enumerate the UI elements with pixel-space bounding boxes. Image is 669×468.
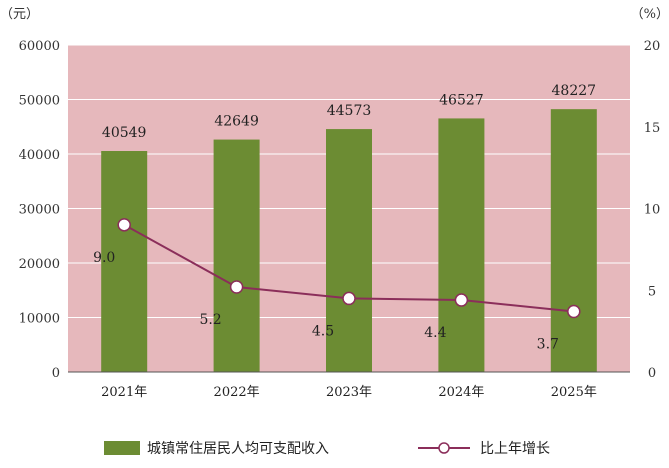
legend-line-label: 比上年增长 bbox=[480, 441, 550, 457]
legend: 城镇常住居民人均可支配收入 比上年增长 bbox=[104, 441, 550, 457]
left-tick-label: 0 bbox=[52, 366, 60, 381]
line-value-label: 3.7 bbox=[537, 337, 559, 353]
right-tick-label: 5 bbox=[648, 284, 656, 299]
bar bbox=[101, 151, 148, 372]
x-tick-label: 2025年 bbox=[551, 385, 597, 400]
bar-value-label: 46527 bbox=[439, 92, 484, 108]
line-point bbox=[229, 280, 244, 294]
bar bbox=[213, 139, 260, 372]
data-labels: 40549 42649 44573 46527 48227 9.0 5.2 4.5 4.4 3.7 bbox=[93, 83, 596, 352]
bars bbox=[101, 109, 597, 373]
left-tick-label: 10000 bbox=[19, 312, 60, 327]
left-tick-label: 50000 bbox=[19, 94, 60, 109]
left-tick-label: 60000 bbox=[19, 39, 60, 54]
legend-bar-swatch bbox=[104, 441, 140, 455]
bar-value-label: 40549 bbox=[102, 125, 147, 141]
line-value-label: 4.5 bbox=[312, 323, 334, 339]
line-value-label: 5.2 bbox=[199, 312, 221, 328]
line-point bbox=[454, 293, 469, 307]
right-tick-label: 15 bbox=[644, 121, 661, 136]
x-tick-label: 2023年 bbox=[326, 385, 372, 400]
line-point bbox=[117, 218, 131, 232]
growth-line bbox=[117, 218, 581, 319]
bar bbox=[550, 109, 597, 373]
bar-value-label: 42649 bbox=[214, 114, 259, 130]
left-tick-label: 20000 bbox=[19, 257, 60, 272]
legend-bar-label: 城镇常住居民人均可支配收入 bbox=[147, 441, 329, 457]
line-point bbox=[567, 304, 581, 319]
right-tick-label: 20 bbox=[644, 39, 661, 54]
line-value-label: 4.4 bbox=[424, 325, 446, 341]
x-tick-label: 2024年 bbox=[438, 385, 484, 400]
bar bbox=[438, 118, 485, 372]
line-value-label: 9.0 bbox=[93, 250, 115, 266]
line-point bbox=[342, 291, 356, 306]
left-tick-label: 30000 bbox=[19, 203, 60, 218]
bar-value-label: 48227 bbox=[552, 83, 597, 99]
bar-value-label: 44573 bbox=[327, 103, 372, 119]
bar bbox=[326, 129, 372, 372]
left-tick-label: 40000 bbox=[19, 148, 60, 163]
right-tick-label: 10 bbox=[644, 203, 661, 218]
right-tick-label: 0 bbox=[648, 366, 656, 381]
x-tick-label: 2021年 bbox=[101, 385, 147, 400]
legend-line-marker bbox=[438, 442, 450, 454]
axes: （元） （%） 0 10000 20000 30000 40000 50000 60000 0… bbox=[0, 7, 669, 400]
x-tick-label: 2022年 bbox=[214, 385, 260, 400]
left-axis-unit: （元） bbox=[0, 7, 39, 22]
right-axis-unit: （%） bbox=[631, 7, 669, 22]
